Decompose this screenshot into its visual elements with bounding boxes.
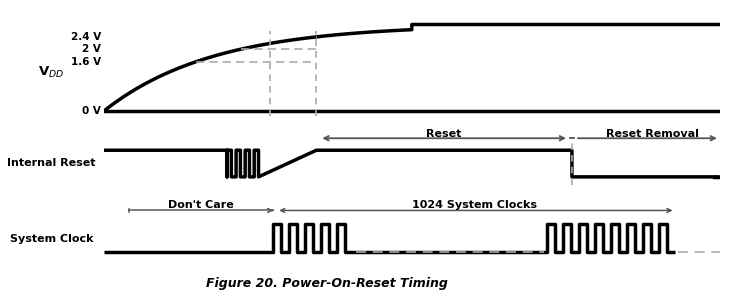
Text: Internal Reset: Internal Reset (7, 158, 96, 168)
Text: System Clock: System Clock (10, 234, 93, 244)
Text: 2 V: 2 V (82, 44, 101, 54)
Text: 1024 System Clocks: 1024 System Clocks (412, 200, 536, 210)
Text: Reset: Reset (427, 129, 462, 139)
Text: Figure 20. Power-On-Reset Timing: Figure 20. Power-On-Reset Timing (206, 277, 447, 290)
Text: 1.6 V: 1.6 V (70, 57, 101, 67)
Text: 2.4 V: 2.4 V (70, 32, 101, 42)
Text: 0 V: 0 V (82, 106, 101, 116)
Text: Don't Care: Don't Care (168, 200, 234, 210)
Text: V$_{DD}$: V$_{DD}$ (39, 65, 65, 80)
Text: Reset Removal: Reset Removal (605, 129, 698, 139)
